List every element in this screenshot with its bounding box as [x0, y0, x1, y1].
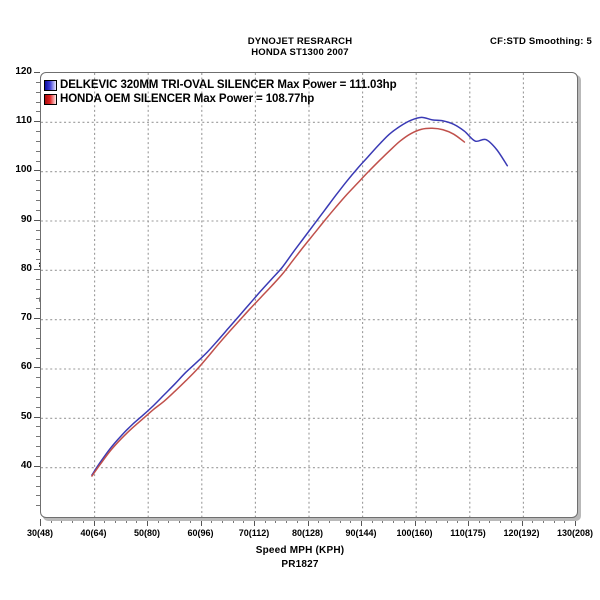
- x-axis-title: Speed MPH (KPH): [255, 545, 345, 556]
- legend-swatch-red-icon: [44, 93, 57, 105]
- legend-item-honda-oem: HONDA OEM SILENCER Max Power = 108.77hp: [44, 92, 397, 106]
- chart-header: DYNOJET RESRARCH HONDA ST1300 2007 CF:ST…: [0, 36, 600, 66]
- legend-label-honda-oem: HONDA OEM SILENCER Max Power = 108.77hp: [60, 93, 315, 105]
- legend-item-delkevic: DELKEVIC 320MM TRI-OVAL SILENCER Max Pow…: [44, 78, 397, 92]
- data-curves: [91, 116, 509, 477]
- curve-series-1: [91, 127, 466, 477]
- legend-label-delkevic: DELKEVIC 320MM TRI-OVAL SILENCER Max Pow…: [60, 79, 397, 91]
- correction-factor-label: CF:STD Smoothing: 5: [490, 36, 592, 47]
- plot-area: DELKEVIC 320MM TRI-OVAL SILENCER Max Pow…: [40, 72, 578, 518]
- legend: DELKEVIC 320MM TRI-OVAL SILENCER Max Pow…: [44, 78, 397, 106]
- chart-title-line2: HONDA ST1300 2007: [251, 47, 349, 58]
- legend-swatch-blue-icon: [44, 79, 57, 91]
- curve-series-0: [91, 116, 509, 476]
- gridlines: [41, 73, 577, 517]
- chart-title-line1: DYNOJET RESRARCH: [247, 36, 353, 47]
- x-axis-subtitle: PR1827: [281, 559, 319, 570]
